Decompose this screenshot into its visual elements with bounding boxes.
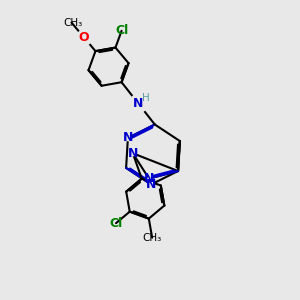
Text: N: N (146, 178, 156, 191)
Text: CH₃: CH₃ (142, 233, 162, 243)
Text: N: N (128, 147, 138, 160)
Text: O: O (79, 31, 89, 44)
Text: Cl: Cl (115, 24, 128, 37)
Text: Cl: Cl (110, 217, 123, 230)
Text: H: H (142, 93, 149, 103)
Text: N: N (144, 172, 154, 185)
Text: N: N (123, 131, 133, 144)
Text: N: N (133, 97, 143, 110)
Text: CH₃: CH₃ (63, 17, 82, 28)
